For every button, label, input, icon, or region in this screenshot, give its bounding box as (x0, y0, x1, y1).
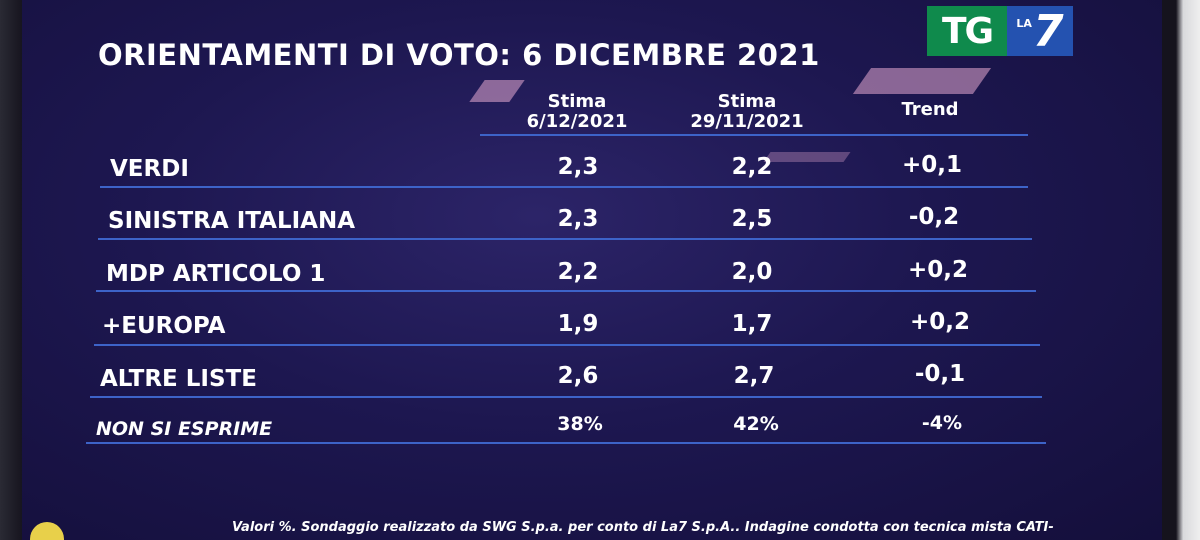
cell-trend: -0,1 (914, 361, 966, 387)
cell-stima-29-11: 2,0 (731, 259, 773, 285)
cell-stima-6-12: 2,6 (557, 363, 599, 389)
corner-logo-icon (30, 522, 64, 540)
column-header-stima-29-11: Stima 29/11/2021 (677, 92, 817, 132)
logo-la: LA (1016, 17, 1032, 30)
row-divider (86, 442, 1046, 444)
header-line1: Trend (901, 99, 959, 120)
page-title: ORIENTAMENTI DI VOTO: 6 DICEMBRE 2021 (98, 38, 820, 72)
cell-trend: -4% (921, 412, 963, 434)
row-label: MDP ARTICOLO 1 (106, 261, 326, 287)
footer-note: Valori %. Sondaggio realizzato da SWG S.… (232, 520, 1054, 535)
cell-trend: -0,2 (908, 204, 960, 230)
row-divider (90, 396, 1042, 398)
column-header-trend: Trend (870, 100, 990, 120)
broadcast-screen: ORIENTAMENTI DI VOTO: 6 DICEMBRE 2021 TG… (22, 0, 1162, 540)
header-divider (480, 134, 1028, 136)
cell-stima-6-12: 38% (557, 413, 603, 435)
header-line2: 29/11/2021 (690, 111, 804, 132)
row-divider (94, 344, 1040, 346)
row-label: +EUROPA (102, 313, 226, 339)
header-line1: Stima (717, 91, 777, 112)
row-divider (100, 186, 1028, 188)
cell-trend: +0,2 (907, 257, 968, 283)
cell-stima-6-12: 2,2 (557, 259, 599, 285)
row-label: SINISTRA ITALIANA (108, 208, 356, 234)
cell-trend: +0,1 (901, 152, 962, 178)
cell-stima-29-11: 2,7 (733, 363, 775, 389)
cell-stima-6-12: 2,3 (557, 154, 599, 180)
tg-la7-logo: TG LA 7 (927, 6, 1073, 58)
cell-stima-29-11: 42% (733, 413, 779, 435)
row-divider (98, 238, 1032, 240)
logo-tg: TG (927, 6, 1007, 56)
cell-stima-29-11: 1,7 (731, 311, 773, 337)
row-label: NON SI ESPRIME (96, 418, 273, 440)
screen-glare (852, 68, 992, 94)
cell-trend: +0,2 (909, 309, 970, 335)
header-line2: 6/12/2021 (526, 111, 628, 132)
cell-stima-6-12: 1,9 (557, 311, 599, 337)
row-divider (96, 290, 1036, 292)
column-header-stima-6-12: Stima 6/12/2021 (512, 92, 642, 132)
logo-la7: LA 7 (1007, 6, 1073, 56)
cell-stima-29-11: 2,2 (731, 154, 773, 180)
cell-stima-6-12: 2,3 (557, 206, 599, 232)
header-line1: Stima (547, 91, 607, 112)
row-label: VERDI (110, 156, 189, 182)
row-label: ALTRE LISTE (100, 366, 257, 392)
cell-stima-29-11: 2,5 (731, 206, 773, 232)
logo-seven: 7 (1032, 6, 1064, 57)
